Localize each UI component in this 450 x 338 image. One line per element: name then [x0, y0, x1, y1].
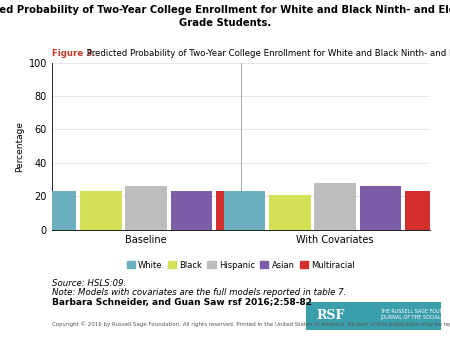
- Text: Note: Models with covariates are the full models reported in table 7.: Note: Models with covariates are the ful…: [52, 288, 346, 297]
- Text: Source: HSLS:09.: Source: HSLS:09.: [52, 279, 126, 288]
- Text: Copyright © 2016 by Russell Sage Foundation. All rights reserved. Printed in the: Copyright © 2016 by Russell Sage Foundat…: [52, 321, 450, 327]
- Legend: White, Black, Hispanic, Asian, Multiracial: White, Black, Hispanic, Asian, Multiraci…: [123, 258, 358, 273]
- Text: Predicted Probability of Two-Year College Enrollment for White and Black Ninth- : Predicted Probability of Two-Year Colleg…: [84, 49, 450, 58]
- Text: Barbara Schneider, and Guan Saw rsf 2016;2:58-82: Barbara Schneider, and Guan Saw rsf 2016…: [52, 298, 312, 307]
- Bar: [224, 191, 266, 230]
- Text: THE RUSSELL SAGE FOUNDATION
JOURNAL OF THE SOCIAL SCIENCES: THE RUSSELL SAGE FOUNDATION JOURNAL OF T…: [380, 309, 450, 320]
- Bar: [126, 186, 167, 230]
- Bar: [216, 191, 258, 230]
- Bar: [360, 186, 401, 230]
- Bar: [405, 191, 447, 230]
- Text: RSF: RSF: [316, 309, 345, 322]
- Bar: [269, 195, 311, 230]
- Text: Predicted Probability of Two-Year College Enrollment for White and Black Ninth- : Predicted Probability of Two-Year Colleg…: [0, 5, 450, 28]
- Bar: [80, 191, 122, 230]
- Bar: [171, 191, 212, 230]
- Y-axis label: Percentage: Percentage: [15, 121, 24, 172]
- Text: Figure 3.: Figure 3.: [52, 49, 95, 58]
- Bar: [315, 183, 356, 230]
- Bar: [35, 191, 76, 230]
